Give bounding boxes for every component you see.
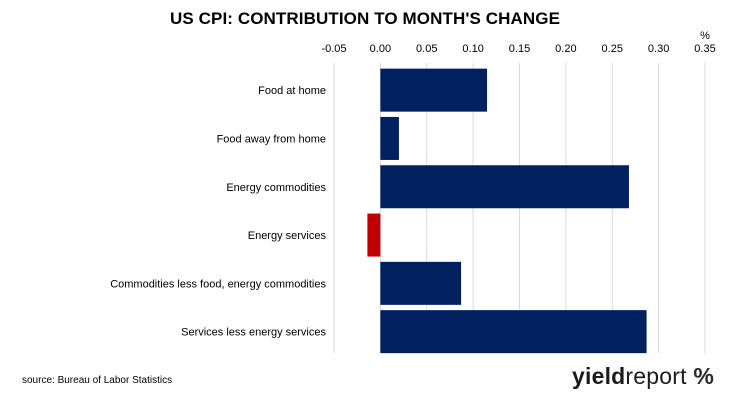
x-axis-unit-label: % (700, 30, 710, 42)
category-label: Food away from home (217, 133, 326, 145)
yieldreport-logo: yieldreport % (572, 363, 714, 390)
category-label: Energy commodities (226, 182, 326, 194)
x-tick-label: -0.05 (321, 43, 346, 55)
chart-title: US CPI: CONTRIBUTION TO MONTH'S CHANGE (169, 9, 561, 28)
x-tick-label: 0.05 (416, 43, 437, 55)
x-tick-label: 0.35 (694, 43, 715, 55)
category-label: Food at home (258, 85, 326, 97)
bar (380, 261, 462, 305)
category-labels: Food at home Food away from home Energy co… (110, 85, 327, 339)
logo-text-report: report (625, 363, 687, 389)
x-tick-label: 0.20 (555, 43, 576, 55)
category-label: Services less energy services (181, 327, 326, 339)
x-tick-label: 0.10 (462, 43, 483, 55)
x-tick-label: 0.30 (648, 43, 669, 55)
x-axis-tick-labels: -0.05 0.00 0.05 0.10 0.15 0.20 0.25 0.30 0.35 (321, 43, 715, 55)
bar (380, 68, 488, 112)
logo-text-yield: yield (572, 363, 626, 389)
x-tick-label: 0.25 (602, 43, 623, 55)
category-label: Commodities less food, energy commoditie… (110, 278, 326, 290)
x-tick-label: 0.00 (370, 43, 391, 55)
source-note: source: Bureau of Labor Statistics (22, 375, 173, 386)
bars (367, 68, 647, 354)
logo-percent-icon: % (693, 363, 714, 389)
bar (380, 165, 629, 209)
x-tick-label: 0.15 (509, 43, 530, 55)
bar (380, 116, 399, 160)
bar (367, 213, 381, 257)
category-label: Energy services (248, 230, 327, 242)
bar (380, 310, 647, 354)
